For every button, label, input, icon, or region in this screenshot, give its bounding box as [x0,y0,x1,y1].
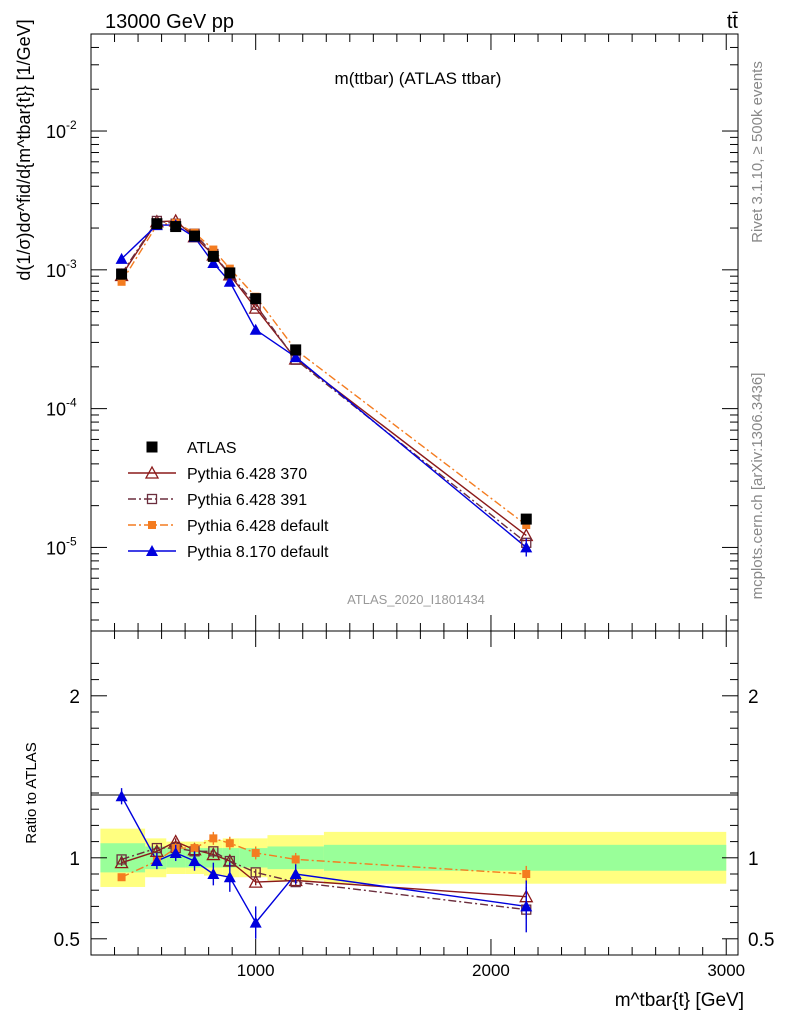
ratio-y-axis-label: Ratio to ATLAS [23,742,40,843]
rivet-label: Rivet 3.1.10, ≥ 500k events [749,61,766,243]
series-line-pythia-6-428-default [121,222,527,526]
ratio-point-pythia-6-428-default [190,844,199,853]
ratio-point-pythia-8-170-default [169,846,182,858]
process-label: 13000 GeV pp [105,11,234,33]
data-point-atlas [116,268,128,280]
data-point-atlas [290,344,302,356]
analysis-label: ATLAS_2020_I1801434 [347,592,485,607]
y-tick-exponent: -2 [66,118,77,132]
y-tick-label: 10 [46,261,66,281]
uncertainty-band-inner [323,844,727,871]
data-point-atlas [189,230,201,242]
ratio-point-pythia-8-170-default [520,900,533,912]
ratio-point-pythia-8-170-default [223,871,236,883]
data-point-atlas [520,513,532,525]
data-point-pythia-6-428-default [522,521,531,530]
x-axis-label: m^tbar{t} [GeV] [615,990,744,1011]
legend-label: Pythia 8.170 default [187,544,329,561]
y-tick-exponent: -3 [66,257,77,271]
ratio-y-tick-label: 0.5 [54,930,80,951]
ratio-point-pythia-6-428-default [291,855,300,864]
legend-label: Pythia 6.428 default [187,518,329,535]
y-tick-label: 10 [46,538,66,558]
data-point-pythia-8-170-default [289,351,302,363]
data-point-pythia-8-170-default [115,252,128,264]
data-point-pythia-6-428-default [209,245,218,254]
data-point-pythia-8-170-default [223,275,236,287]
ratio-point-pythia-6-428-default [251,848,260,857]
mcplots-label: mcplots.cern.ch [arXiv:1306.3436] [749,373,766,600]
data-point-atlas [207,250,219,262]
data-point-pythia-6-428-default [117,277,126,286]
ratio-point-pythia-6-428-391 [250,867,261,878]
ratio-frame [90,630,739,956]
ratio-point-pythia-6-428-391 [208,846,219,857]
ratio-point-pythia-6-428-370 [206,847,221,861]
series-line-pythia-6-428-391 [121,220,527,544]
x-tick-label: 1000 [237,961,275,980]
data-point-atlas [224,267,236,279]
y-tick-exponent: -4 [66,396,77,410]
data-point-pythia-6-428-370 [248,300,263,314]
data-point-pythia-8-170-default [207,256,220,268]
ratio-point-pythia-8-170-default [289,868,302,879]
ratio-y-tick-label: 2 [69,687,80,708]
legend-label: Pythia 6.428 370 [187,466,307,483]
main-y-axis-label: d(1/σ)dσ^fid/d{m^tbar{t}} [1/GeV] [14,19,34,280]
legend-marker [146,545,158,556]
ratio-point-pythia-6-428-370 [114,855,129,869]
ratio-line-pythia-6-428-391 [121,847,527,911]
y-tick-label: 10 [46,122,66,142]
y-tick-exponent: -5 [66,534,77,548]
ratio-point-pythia-8-170-default [150,855,163,867]
uncertainty-band-inner [239,848,268,868]
ratio-point-pythia-6-428-default [209,834,218,843]
ratio-y-tick-label-right: 0.5 [748,930,774,951]
legend-marker [148,521,156,529]
legend: ATLAS Pythia 6.428 370 Pythia 6.428 391 Pyt… [128,440,329,561]
ratio-point-pythia-6-428-default [522,870,531,878]
main-panel: 10-210-310-410-5 m(ttbar) (ATLAS ttbar) … [14,19,739,632]
legend-label: Pythia 6.428 391 [187,492,307,509]
main-title: m(ttbar) (ATLAS ttbar) [335,69,502,88]
main-frame [90,33,739,632]
ratio-point-pythia-6-428-391 [116,854,127,865]
data-point-atlas [250,293,262,305]
data-point-atlas [170,221,182,233]
ratio-point-pythia-8-170-default [207,868,220,879]
ratio-y-tick-label-right: 2 [748,687,759,708]
legend-label: ATLAS [187,440,237,457]
data-point-pythia-8-170-default [249,323,262,335]
ratio-y-tick-label: 1 [69,849,80,870]
legend-marker [146,493,158,505]
ratio-point-pythia-6-428-default [225,839,234,848]
x-tick-label: 3000 [707,961,745,980]
ratio-point-pythia-8-170-default [249,916,262,928]
series-line-pythia-8-170-default [121,224,527,548]
legend-marker [144,465,160,479]
ratio-point-pythia-6-428-370 [248,874,263,888]
ratio-point-pythia-8-170-default [188,855,201,867]
legend-marker [146,441,158,453]
series-line-pythia-6-428-370 [121,220,527,536]
ratio-point-pythia-8-170-default [115,790,128,802]
ratio-point-pythia-6-428-391 [151,842,163,854]
x-tick-label: 2000 [472,961,510,980]
y-tick-label: 10 [46,400,66,420]
final-state-label: tt̄ [727,11,739,33]
ratio-point-pythia-6-428-default [117,873,126,882]
data-point-atlas [151,218,163,230]
ratio-y-tick-label-right: 1 [748,849,759,870]
